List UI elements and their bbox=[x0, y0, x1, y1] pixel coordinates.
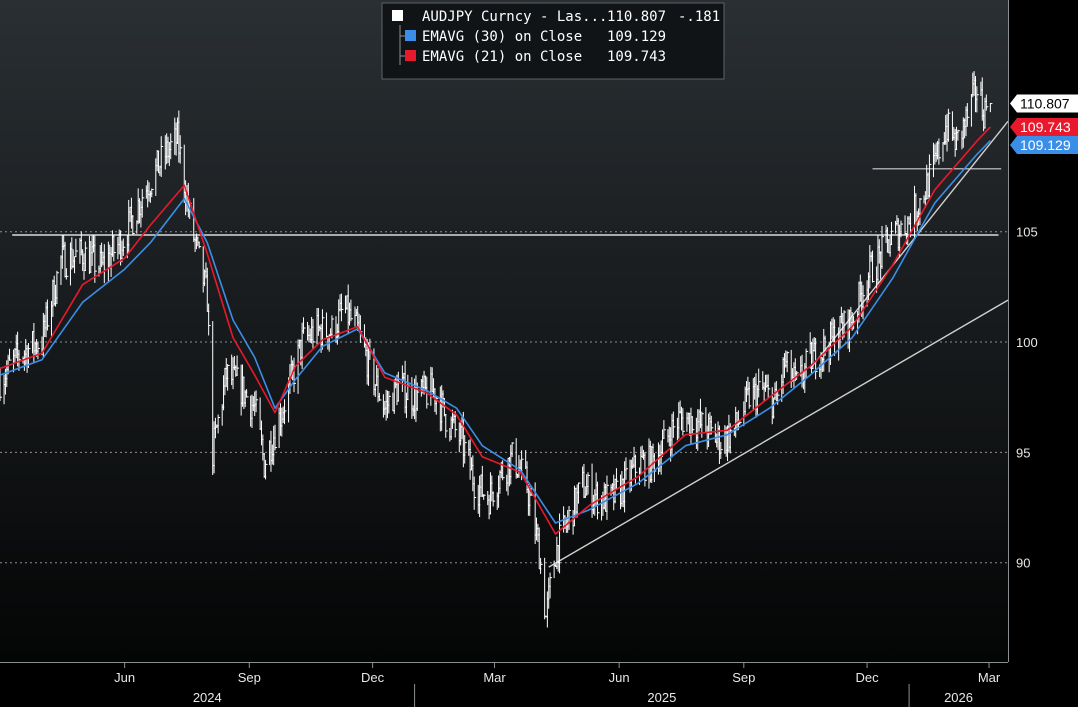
y-tick-label: 100 bbox=[1016, 335, 1038, 350]
legend-item[interactable]: EMAVG (30) on Close 109.129 bbox=[400, 29, 666, 45]
legend-swatch bbox=[392, 10, 403, 21]
price-bars bbox=[0, 71, 993, 628]
year-label: 2025 bbox=[647, 690, 676, 705]
tag-value: 110.807 bbox=[1020, 96, 1070, 112]
last-value-tag: 109.743 bbox=[1010, 118, 1078, 137]
legend-change: -.181 bbox=[678, 9, 720, 25]
legend-label: AUDJPY Curncy - Las... bbox=[422, 9, 607, 25]
tag-value: 109.743 bbox=[1020, 119, 1071, 135]
ema-line-2 bbox=[0, 126, 991, 535]
x-tick-label: Mar bbox=[978, 670, 1001, 685]
x-tick-label: Mar bbox=[483, 670, 506, 685]
legend-item[interactable]: EMAVG (21) on Close 109.743 bbox=[400, 49, 666, 65]
legend[interactable]: AUDJPY Curncy - Las... 110.807 -.181 EMAVG … bbox=[381, 2, 725, 80]
y-tick-label: 105 bbox=[1016, 225, 1038, 240]
legend-item[interactable]: AUDJPY Curncy - Las... 110.807 -.181 bbox=[392, 9, 720, 25]
legend-box bbox=[381, 2, 725, 80]
last-value-tag: 109.129 bbox=[1010, 136, 1078, 155]
series-layer bbox=[0, 71, 993, 628]
y-tick-label: 95 bbox=[1016, 445, 1030, 460]
x-tick-label: Dec bbox=[856, 670, 880, 685]
legend-swatch bbox=[405, 50, 416, 61]
axis-layer: 90 95 100 105 Jun Sep Dec Mar Jun Sep Dec Mar 2024 20… bbox=[0, 0, 1038, 707]
tag-shape bbox=[1010, 118, 1078, 137]
last-value-tags: 110.807 109.743 109.129 bbox=[1010, 94, 1078, 155]
trend-line bbox=[548, 299, 1009, 568]
legend-label: EMAVG (30) on Close bbox=[422, 29, 582, 45]
tag-shape bbox=[1010, 94, 1078, 113]
legend-swatch bbox=[405, 30, 416, 41]
legend-label: EMAVG (21) on Close bbox=[422, 49, 582, 65]
x-tick-label: Jun bbox=[609, 670, 630, 685]
y-tick-label: 90 bbox=[1016, 556, 1030, 571]
last-value-tag: 110.807 bbox=[1010, 94, 1078, 113]
ema-line-1 bbox=[0, 140, 991, 524]
tag-value: 109.129 bbox=[1020, 137, 1071, 153]
legend-value: 110.807 bbox=[607, 9, 666, 25]
year-label: 2026 bbox=[944, 690, 973, 705]
legend-value: 109.743 bbox=[607, 49, 666, 65]
year-label: 2024 bbox=[193, 690, 222, 705]
x-tick-label: Jun bbox=[114, 670, 135, 685]
legend-value: 109.129 bbox=[607, 29, 666, 45]
tag-shape bbox=[1010, 136, 1078, 155]
x-tick-label: Dec bbox=[361, 670, 385, 685]
x-tick-label: Sep bbox=[732, 670, 755, 685]
x-tick-label: Sep bbox=[238, 670, 261, 685]
